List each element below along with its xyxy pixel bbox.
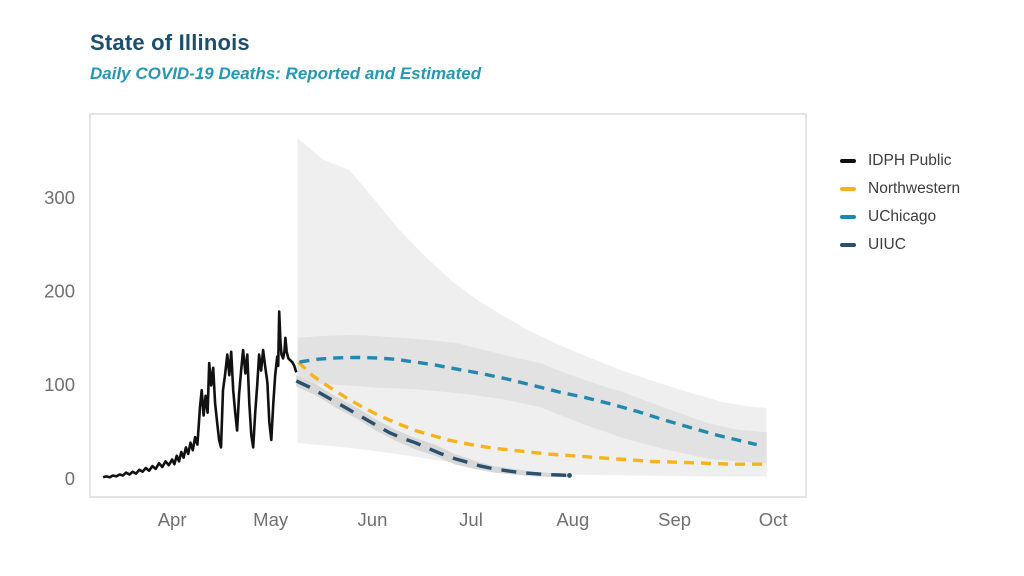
x-axis-tick-label: Aug bbox=[556, 509, 589, 530]
x-axis-tick-label: Oct bbox=[759, 509, 788, 530]
legend-label: IDPH Public bbox=[868, 152, 952, 169]
x-axis-tick-label: May bbox=[253, 509, 289, 530]
legend-item-uiuc: UIUC bbox=[840, 231, 960, 259]
y-axis-tick-label: 300 bbox=[44, 187, 75, 208]
y-axis-tick-label: 100 bbox=[44, 374, 75, 395]
idph-public-swatch-icon bbox=[840, 159, 856, 163]
series-line-northwestern bbox=[297, 360, 764, 466]
uchicago-inner-interval-band bbox=[297, 335, 767, 464]
legend-label: UIUC bbox=[868, 236, 906, 253]
uchicago-outer-interval-band bbox=[297, 138, 767, 477]
y-axis-tick-label: 200 bbox=[44, 280, 75, 301]
line-chart: 0 100 200 300 Apr May Jun Jul Aug Sep Oct bbox=[26, 113, 816, 543]
x-axis-tick-label: Jun bbox=[358, 509, 388, 530]
legend-label: UChicago bbox=[868, 208, 937, 225]
page-subtitle: Daily COVID-19 Deaths: Reported and Esti… bbox=[90, 64, 482, 83]
legend-item-northwestern: Northwestern bbox=[840, 175, 960, 203]
chart-canvas: 0 100 200 300 Apr May Jun Jul Aug Sep Oct bbox=[44, 113, 807, 530]
legend-label: Northwestern bbox=[868, 180, 961, 197]
x-axis-tick-label: Jul bbox=[459, 509, 483, 530]
y-axis-tick-label: 0 bbox=[65, 468, 75, 489]
x-axis-tick-label: Apr bbox=[158, 509, 187, 530]
series-line-uchicago bbox=[299, 355, 758, 447]
legend-item-uchicago: UChicago bbox=[840, 203, 960, 231]
series-line-idph-public bbox=[102, 310, 298, 479]
page-title: State of Illinois bbox=[90, 30, 250, 55]
northwestern-swatch-icon bbox=[840, 187, 856, 191]
legend-item-idph-public: IDPH Public bbox=[840, 147, 960, 175]
series-endpoint-dot bbox=[567, 473, 572, 478]
chart-legend: IDPH Public Northwestern UChicago UIUC bbox=[840, 147, 960, 259]
series-line-uiuc bbox=[295, 379, 570, 478]
x-axis-tick-label: Sep bbox=[658, 509, 691, 530]
uiuc-swatch-icon bbox=[840, 243, 856, 247]
uchicago-swatch-icon bbox=[840, 215, 856, 219]
